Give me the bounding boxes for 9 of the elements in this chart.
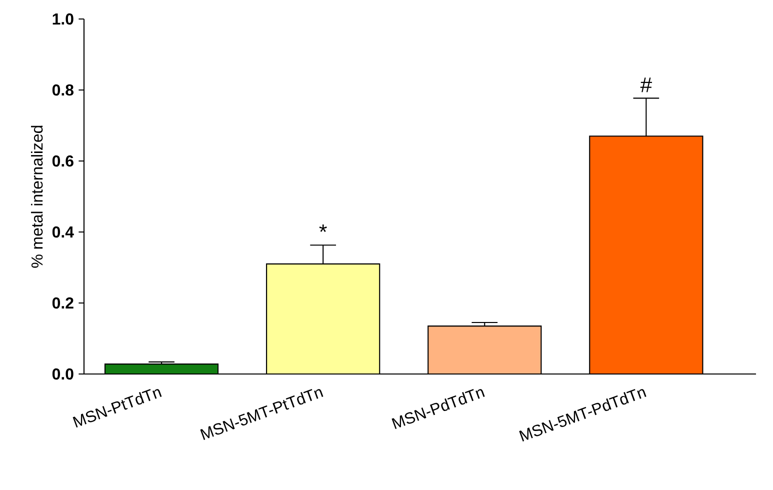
annotation: # bbox=[640, 78, 652, 92]
y-tick-label: 0.6 bbox=[52, 155, 74, 167]
y-tick-label: 1.0 bbox=[52, 13, 74, 25]
y-tick-label: 0.0 bbox=[52, 368, 74, 380]
annotation: * bbox=[319, 224, 327, 232]
y-tick-label: 0.2 bbox=[52, 297, 74, 309]
y-tick-label: 0.4 bbox=[52, 226, 74, 238]
y-tick-label: 0.8 bbox=[52, 84, 74, 96]
y-axis-title: % metal internalized bbox=[31, 126, 43, 268]
